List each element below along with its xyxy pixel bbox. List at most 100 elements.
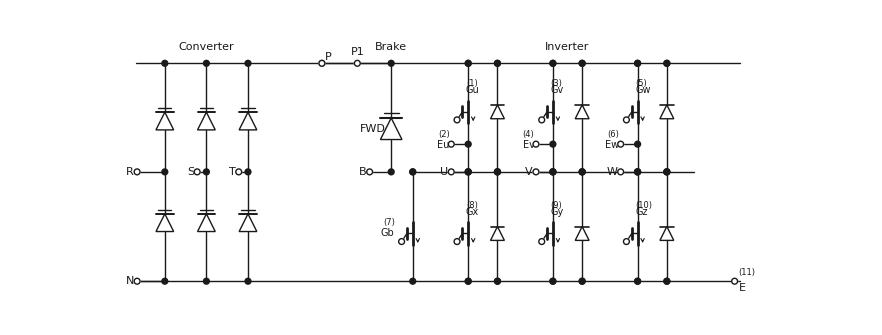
Circle shape: [579, 169, 585, 175]
Circle shape: [617, 141, 624, 147]
Text: Gw: Gw: [635, 85, 651, 95]
Circle shape: [635, 169, 640, 175]
Text: S: S: [187, 167, 194, 177]
Text: (8): (8): [466, 201, 478, 210]
Text: (3): (3): [550, 79, 563, 88]
Circle shape: [319, 60, 325, 66]
Circle shape: [454, 117, 460, 123]
Text: (2): (2): [438, 130, 450, 139]
Circle shape: [533, 169, 539, 175]
Circle shape: [319, 60, 325, 66]
Text: (9): (9): [550, 201, 563, 210]
Circle shape: [454, 239, 460, 245]
Circle shape: [162, 169, 168, 175]
Circle shape: [388, 60, 394, 66]
Text: B: B: [359, 167, 367, 177]
Text: (1): (1): [466, 79, 478, 88]
Circle shape: [579, 278, 585, 284]
Circle shape: [550, 278, 556, 284]
Circle shape: [635, 60, 640, 66]
Circle shape: [579, 278, 585, 284]
Text: Gy: Gy: [550, 207, 564, 217]
Circle shape: [664, 278, 669, 284]
Circle shape: [550, 169, 556, 175]
Text: Gx: Gx: [466, 207, 479, 217]
Circle shape: [579, 169, 585, 175]
Text: FWD: FWD: [360, 124, 385, 134]
Circle shape: [466, 278, 471, 284]
Circle shape: [410, 278, 415, 284]
Circle shape: [579, 60, 585, 66]
Circle shape: [550, 169, 556, 175]
Text: R: R: [126, 167, 134, 177]
Circle shape: [466, 60, 471, 66]
Text: (4): (4): [523, 130, 534, 139]
Circle shape: [245, 169, 250, 175]
Text: N: N: [125, 276, 134, 286]
Circle shape: [399, 239, 405, 245]
Text: E: E: [738, 283, 745, 293]
Circle shape: [204, 169, 209, 175]
Circle shape: [245, 60, 250, 66]
Text: V: V: [526, 167, 533, 177]
Text: U: U: [440, 167, 448, 177]
Text: Inverter: Inverter: [544, 42, 589, 52]
Circle shape: [635, 278, 640, 284]
Circle shape: [617, 169, 624, 175]
Text: W: W: [607, 167, 617, 177]
Circle shape: [624, 239, 630, 245]
Circle shape: [495, 169, 500, 175]
Circle shape: [664, 169, 669, 175]
Circle shape: [635, 169, 640, 175]
Text: P1: P1: [350, 47, 364, 57]
Circle shape: [533, 141, 539, 147]
Circle shape: [495, 278, 500, 284]
Circle shape: [448, 169, 454, 175]
Text: T: T: [229, 167, 235, 177]
Text: Ew: Ew: [605, 140, 619, 150]
Circle shape: [732, 278, 737, 284]
Text: (5): (5): [635, 79, 647, 88]
Circle shape: [579, 169, 585, 175]
Text: Gb: Gb: [381, 228, 394, 238]
Text: Brake: Brake: [375, 42, 407, 52]
Circle shape: [388, 169, 394, 175]
Circle shape: [664, 60, 669, 66]
Circle shape: [367, 169, 372, 175]
Circle shape: [539, 117, 545, 123]
Text: (10): (10): [635, 201, 653, 210]
Circle shape: [635, 141, 640, 147]
Circle shape: [162, 60, 168, 66]
Circle shape: [550, 141, 556, 147]
Text: (6): (6): [607, 130, 619, 139]
Circle shape: [495, 60, 500, 66]
Text: Ev: Ev: [522, 140, 534, 150]
Circle shape: [194, 169, 200, 175]
Circle shape: [664, 169, 669, 175]
Circle shape: [466, 169, 471, 175]
Text: Eu: Eu: [437, 140, 450, 150]
Circle shape: [134, 278, 140, 284]
Circle shape: [495, 60, 500, 66]
Circle shape: [539, 239, 545, 245]
Circle shape: [410, 169, 415, 175]
Text: (7): (7): [383, 217, 394, 226]
Circle shape: [624, 117, 630, 123]
Circle shape: [550, 278, 556, 284]
Text: P: P: [325, 52, 332, 62]
Circle shape: [466, 169, 471, 175]
Circle shape: [495, 169, 500, 175]
Circle shape: [635, 60, 640, 66]
Circle shape: [635, 278, 640, 284]
Text: Gz: Gz: [635, 207, 647, 217]
Circle shape: [134, 169, 140, 175]
Circle shape: [466, 60, 471, 66]
Circle shape: [664, 60, 669, 66]
Circle shape: [204, 60, 209, 66]
Circle shape: [466, 141, 471, 147]
Circle shape: [550, 60, 556, 66]
Circle shape: [410, 169, 415, 175]
Circle shape: [579, 60, 585, 66]
Circle shape: [495, 278, 500, 284]
Circle shape: [550, 169, 556, 175]
